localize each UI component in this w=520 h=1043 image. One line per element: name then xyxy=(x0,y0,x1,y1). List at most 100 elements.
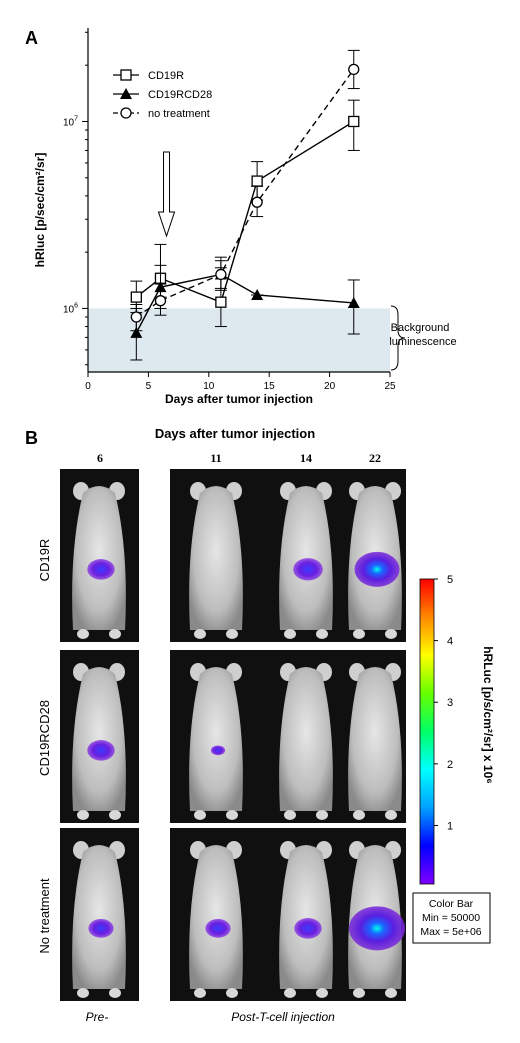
day-label-11: 11 xyxy=(210,451,221,465)
imaging-grid xyxy=(60,469,406,1001)
day-label-6: 6 xyxy=(97,451,103,465)
legend: CD19R CD19RCD28 no treatment xyxy=(113,69,212,120)
mouse-foot xyxy=(353,988,365,998)
panel-b-title: Days after tumor injection xyxy=(155,426,315,441)
panel-a-label: A xyxy=(25,28,38,48)
luminescence-signal xyxy=(294,918,322,939)
data-point-circle xyxy=(215,268,227,281)
mouse-foot xyxy=(109,810,121,820)
mouse-foot xyxy=(109,988,121,998)
line-chart: 0 5 10 15 20 25 Days after tumor injection 106 1… xyxy=(33,28,396,406)
mouse-foot xyxy=(226,810,238,820)
mouse-foot xyxy=(77,988,89,998)
mouse-foot xyxy=(226,988,238,998)
mouse-foot xyxy=(385,988,397,998)
data-point-circle xyxy=(348,63,360,76)
luminescence-signal xyxy=(349,906,405,951)
y-tick-label: 107 xyxy=(63,115,78,128)
mouse xyxy=(348,663,402,820)
row-label-cd19r: CD19R xyxy=(37,539,52,582)
mouse xyxy=(189,482,243,639)
background-label-line2: luminescence xyxy=(389,336,456,348)
colorbar-tick-label: 3 xyxy=(447,697,453,709)
mouse-foot xyxy=(353,810,365,820)
colorbar-info-box xyxy=(412,892,491,944)
luminescence-signal xyxy=(210,745,226,756)
colorbar-tick-label: 5 xyxy=(447,574,453,586)
background-label-line1: Background xyxy=(391,322,450,334)
mouse-foot xyxy=(194,810,206,820)
mouse xyxy=(279,663,333,820)
colorbar-tick-label: 2 xyxy=(447,759,453,771)
colorbar-tick-label: 4 xyxy=(447,636,453,648)
x-tick-label: 15 xyxy=(264,381,276,392)
data-point-triangle xyxy=(251,288,264,300)
mouse xyxy=(189,841,243,998)
x-axis-title: Days after tumor injection xyxy=(165,392,313,406)
colorbar-tick-label: 1 xyxy=(447,820,453,832)
x-tick-label: 25 xyxy=(384,381,396,392)
data-point-square xyxy=(348,115,360,128)
mouse-body xyxy=(279,845,333,989)
data-point-square xyxy=(130,291,142,303)
mouse xyxy=(279,841,333,998)
mouse-foot xyxy=(284,629,296,639)
mouse-foot xyxy=(385,810,397,820)
mouse-foot xyxy=(316,629,328,639)
data-point-circle xyxy=(154,295,167,307)
luminescence-signal xyxy=(293,558,323,581)
mouse xyxy=(72,841,126,998)
mouse-body xyxy=(189,667,243,811)
mouse-foot xyxy=(353,629,365,639)
colorbar-box-line1: Color Bar xyxy=(429,898,474,910)
mouse xyxy=(348,841,405,998)
treatment-arrow xyxy=(157,151,176,238)
luminescence-signal xyxy=(354,551,400,587)
panel-b-label: B xyxy=(25,428,38,448)
day-label-14: 14 xyxy=(300,451,312,465)
y-tick-label: 106 xyxy=(63,302,78,315)
mouse-body xyxy=(72,845,126,989)
data-point-triangle xyxy=(347,296,360,308)
colorbar-gradient xyxy=(419,578,435,885)
data-point-square xyxy=(215,296,227,308)
mouse-foot xyxy=(194,629,206,639)
mouse-foot xyxy=(284,988,296,998)
data-point-triangle xyxy=(120,88,132,99)
mouse-body xyxy=(72,486,126,630)
mouse-body xyxy=(348,667,402,811)
mouse xyxy=(348,482,402,639)
colorbar-box-line2: Min = 50000 xyxy=(422,912,480,924)
mouse-foot xyxy=(109,629,121,639)
mouse-foot xyxy=(316,810,328,820)
mouse xyxy=(72,663,126,820)
colorbar-box-line3: Max = 5e+06 xyxy=(420,926,481,938)
mouse-foot xyxy=(226,629,238,639)
luminescence-signal xyxy=(88,918,114,938)
y-axis-title: hRluc [p/sec/cm²/sr] xyxy=(33,153,47,268)
data-point-triangle xyxy=(130,326,143,338)
background-brace xyxy=(390,305,406,371)
color-bar: 1 2 3 4 5 xyxy=(419,574,453,885)
mouse-body xyxy=(279,486,333,630)
legend-label: CD19RCD28 xyxy=(148,89,212,101)
footer-post: Post-T-cell injection xyxy=(231,1010,335,1024)
mouse xyxy=(72,482,126,639)
day-label-22: 22 xyxy=(369,451,381,465)
luminescence-signal xyxy=(87,740,115,761)
mouse-foot xyxy=(77,810,89,820)
legend-label: no treatment xyxy=(148,108,210,120)
mouse-body xyxy=(279,667,333,811)
colorbar-title: hRLuc [p/s/cm²/sr] x 10⁶ xyxy=(481,646,495,784)
row-label-no-treatment: No treatment xyxy=(37,878,52,954)
data-point-circle xyxy=(130,311,142,323)
x-tick-label: 10 xyxy=(203,381,215,392)
x-tick-label: 20 xyxy=(324,381,336,392)
mouse-body xyxy=(189,845,243,989)
footer-pre: Pre- xyxy=(86,1010,109,1024)
mouse-foot xyxy=(284,810,296,820)
mouse-foot xyxy=(77,629,89,639)
x-tick-label: 5 xyxy=(146,381,152,392)
mouse-foot xyxy=(194,988,206,998)
